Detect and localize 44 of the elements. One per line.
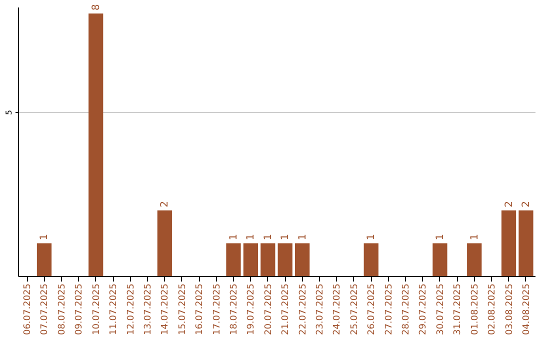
x-tick-label: 07.07.2025 [40, 284, 50, 336]
data-label: 1 [297, 234, 308, 240]
x-tick-label: 22.07.2025 [298, 284, 308, 336]
x-tick-label: 11.07.2025 [109, 284, 120, 336]
data-label: 1 [246, 234, 257, 240]
data-label: 1 [262, 234, 274, 240]
x-tick-label: 16.07.2025 [195, 284, 206, 336]
x-tick-label: 18.07.2025 [229, 284, 240, 336]
data-label: 1 [228, 234, 240, 240]
data-label: 2 [520, 201, 532, 208]
x-tick-label: 17.07.2025 [212, 284, 222, 336]
data-label: 1 [39, 234, 50, 240]
data-label: 2 [160, 201, 171, 208]
x-tick-label: 27.07.2025 [384, 284, 394, 336]
x-tick-label: 06.07.2025 [23, 284, 34, 336]
x-tick-label: 10.07.2025 [92, 284, 102, 336]
x-tick-label: 02.08.2025 [488, 284, 498, 336]
data-label: 1 [280, 234, 292, 240]
data-label: 1 [434, 234, 446, 240]
x-tick-label: 29.07.2025 [418, 284, 429, 336]
x-tick-label: 08.07.2025 [57, 284, 68, 336]
x-tick-label: 21.07.2025 [281, 284, 292, 336]
x-tick-label: 12.07.2025 [126, 284, 136, 336]
data-label: 2 [504, 201, 515, 208]
x-tick-label: 24.07.2025 [332, 284, 343, 336]
x-tick-label: 20.07.2025 [264, 284, 274, 336]
x-tick-label: 04.08.2025 [522, 284, 532, 336]
data-label: 1 [469, 234, 480, 240]
x-tick-label: 26.07.2025 [367, 284, 378, 336]
x-tick-label: 15.07.2025 [178, 284, 188, 336]
x-tick-label: 19.07.2025 [246, 284, 257, 336]
x-tick-label: 03.08.2025 [504, 284, 515, 336]
y-tick-label: 5 [4, 110, 14, 116]
x-tick-label: 14.07.2025 [160, 284, 171, 336]
x-tick-label: 31.07.2025 [453, 284, 464, 336]
x-tick-label: 01.08.2025 [470, 284, 480, 336]
x-tick-label: 28.07.2025 [402, 284, 412, 336]
data-label: 1 [366, 234, 378, 240]
x-tick-label: 23.07.2025 [316, 284, 326, 336]
x-tick-label: 25.07.2025 [350, 284, 360, 336]
x-tick-label: 30.07.2025 [436, 284, 446, 336]
x-tick-label: 09.07.2025 [74, 284, 85, 336]
data-label: 8 [90, 4, 102, 11]
x-tick-label: 13.07.2025 [143, 284, 154, 336]
